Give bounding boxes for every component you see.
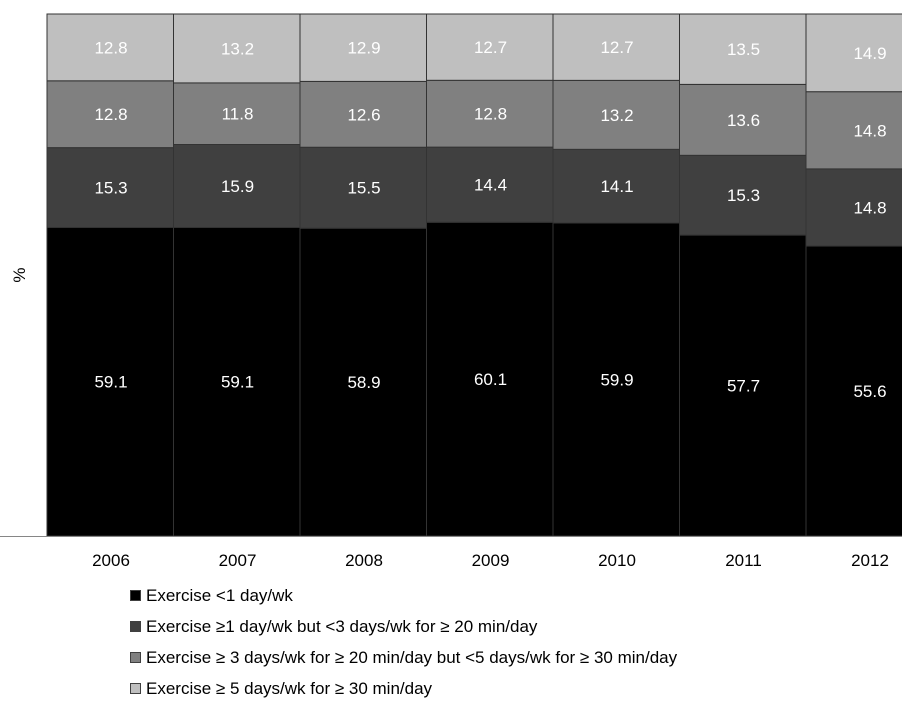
data-label-2012-series-3: 14.8 — [853, 121, 886, 140]
bar-segment-2007-series-3 — [173, 82, 302, 145]
data-label-2011-series-2: 15.3 — [727, 186, 760, 205]
data-label-2009-series-3: 12.8 — [474, 105, 507, 124]
data-label-2007-series-1: 59.1 — [221, 373, 254, 392]
legend-swatch-series-4 — [130, 683, 141, 694]
data-label-2011-series-4: 13.5 — [727, 40, 760, 59]
stacked-bar-chart: 59.1 15.3 12.8 12.8 59.1 15.9 11.8 13.2 58.9 15.5… — [0, 13, 902, 570]
legend-label-series-3: Exercise ≥ 3 days/wk for ≥ 20 min/day bu… — [146, 647, 678, 667]
data-label-2012-series-2: 14.8 — [853, 198, 886, 217]
data-label-2012-series-4: 14.9 — [853, 44, 886, 63]
data-label-2008-series-2: 15.5 — [347, 179, 380, 198]
data-label-2010-series-3: 13.2 — [600, 106, 633, 125]
legend-swatch-series-1 — [130, 590, 141, 601]
data-label-2009-series-4: 12.7 — [474, 38, 507, 57]
bar-segment-2007-series-2 — [173, 144, 302, 228]
legend-item-series-4: Exercise ≥ 5 days/wk for ≥ 30 min/day — [130, 673, 870, 704]
x-tick-label-2010: 2010 — [598, 551, 636, 570]
bar-segment-2010-series-1 — [552, 222, 682, 537]
bar-segment-2010-series-3 — [552, 79, 682, 150]
bar-segment-2011-series-1 — [679, 234, 808, 537]
bar-segment-2009-series-4 — [426, 13, 555, 81]
data-labels-group: 59.1 15.3 12.8 12.8 59.1 15.9 11.8 13.2 58.9 15.5… — [94, 38, 886, 401]
data-label-2007-series-2: 15.9 — [221, 177, 254, 196]
bar-segment-2007-series-1 — [173, 226, 302, 537]
data-label-2006-series-2: 15.3 — [94, 179, 127, 198]
legend: Exercise <1 day/wk Exercise ≥1 day/wk but… — [130, 580, 870, 704]
data-label-2011-series-1: 57.7 — [727, 377, 760, 396]
x-tick-label-2011: 2011 — [725, 551, 762, 570]
data-label-2012-series-1: 55.6 — [853, 382, 886, 401]
bar-segment-2010-series-2 — [552, 148, 682, 224]
legend-item-series-3: Exercise ≥ 3 days/wk for ≥ 20 min/day bu… — [130, 642, 870, 673]
legend-label-series-4: Exercise ≥ 5 days/wk for ≥ 30 min/day — [146, 678, 433, 698]
data-label-2011-series-3: 13.6 — [727, 111, 760, 130]
data-label-2006-series-3: 12.8 — [94, 105, 127, 124]
bar-segment-2009-series-1 — [426, 221, 555, 537]
bars-group — [46, 13, 902, 537]
data-label-2007-series-3: 11.8 — [222, 105, 254, 124]
data-label-2010-series-4: 12.7 — [600, 38, 633, 57]
data-label-2008-series-1: 58.9 — [347, 373, 380, 392]
bar-segment-2006-series-1 — [46, 226, 176, 537]
y-axis-label: % — [10, 267, 29, 282]
legend-swatch-series-2 — [130, 621, 141, 632]
data-label-2007-series-4: 13.2 — [221, 39, 254, 58]
legend-swatch-series-3 — [130, 652, 141, 663]
data-label-2009-series-1: 60.1 — [474, 370, 507, 389]
legend-item-series-2: Exercise ≥1 day/wk but <3 days/wk for ≥ … — [130, 611, 870, 642]
x-tick-label-2009: 2009 — [472, 551, 510, 570]
x-tick-label-2007: 2007 — [219, 551, 257, 570]
data-label-2008-series-4: 12.9 — [347, 39, 380, 58]
data-label-2006-series-1: 59.1 — [94, 373, 127, 392]
bar-segment-2006-series-4 — [46, 13, 176, 82]
bar-segment-2006-series-2 — [46, 147, 176, 228]
data-label-2010-series-1: 59.9 — [600, 371, 633, 390]
bar-segment-2012-series-4 — [805, 13, 902, 93]
x-tick-label-2006: 2006 — [92, 551, 130, 570]
bar-segment-2009-series-3 — [426, 79, 555, 148]
legend-label-series-2: Exercise ≥1 day/wk but <3 days/wk for ≥ … — [146, 616, 538, 636]
data-label-2010-series-2: 14.1 — [600, 177, 633, 196]
data-label-2006-series-4: 12.8 — [94, 38, 127, 57]
data-label-2009-series-2: 14.4 — [474, 176, 507, 195]
legend-item-series-1: Exercise <1 day/wk — [130, 580, 870, 611]
data-label-2008-series-3: 12.6 — [347, 105, 380, 124]
x-tick-label-2012: 2012 — [851, 551, 889, 570]
x-tick-label-2008: 2008 — [345, 551, 383, 570]
bar-segment-2010-series-4 — [552, 13, 682, 81]
bar-segment-2011-series-3 — [679, 83, 808, 156]
bar-segment-2007-series-4 — [173, 13, 302, 84]
bar-segment-2008-series-4 — [299, 13, 429, 82]
bar-segment-2012-series-2 — [805, 168, 902, 247]
bar-segment-2012-series-1 — [805, 245, 902, 537]
legend-label-series-1: Exercise <1 day/wk — [146, 585, 293, 605]
x-tick-labels-group: 2006 2007 2008 2009 2010 2011 2012 — [92, 551, 889, 570]
bar-segment-2012-series-3 — [805, 91, 902, 170]
bar-segment-2008-series-2 — [299, 146, 429, 229]
